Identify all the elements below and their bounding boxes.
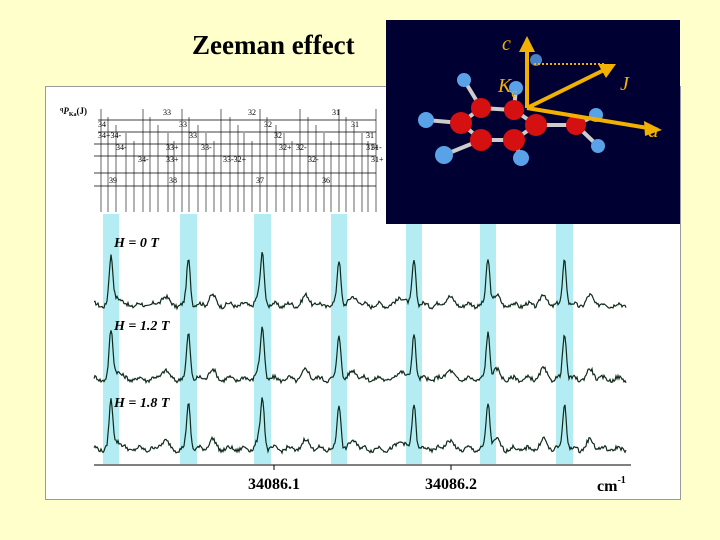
j-label: J xyxy=(620,73,630,95)
assignment-label: 36 xyxy=(322,176,330,185)
highlight-band xyxy=(556,214,573,464)
assignment-label: 33+ xyxy=(166,143,179,152)
field-label: H = 1.8 T xyxy=(113,396,171,411)
kc-label: Kc xyxy=(497,75,517,100)
axis-vectors xyxy=(519,36,662,136)
assignment-label: 31 xyxy=(366,131,374,140)
field-labels: H = 0 T H = 1.2 T H = 1.8 T xyxy=(113,236,171,411)
assignment-label: 32 xyxy=(248,108,256,117)
assignment-label: 33-32+ xyxy=(223,155,247,164)
assignment-label: 32- xyxy=(308,155,319,164)
field-label: H = 1.2 T xyxy=(113,319,171,334)
highlight-band xyxy=(180,214,197,464)
spectrum-trace xyxy=(93,252,627,311)
slide-title: Zeeman effect xyxy=(192,30,355,60)
assignment-label: 39 xyxy=(109,176,117,185)
molecule-diagram: c Kc J xyxy=(418,33,662,166)
a-axis-label: a xyxy=(648,118,659,142)
assignment-label: 33 xyxy=(179,120,187,129)
assignment-label: 31+ xyxy=(371,155,384,164)
assignment-label: 33+ xyxy=(166,155,179,164)
c-axis-label: c xyxy=(502,33,511,55)
assignment-label: 31+ xyxy=(366,143,379,152)
highlight-bands xyxy=(103,214,573,464)
assignment-label: 34- xyxy=(116,143,127,152)
j-vector-arrow xyxy=(526,68,605,110)
assignment-label: 32 xyxy=(264,120,272,129)
assignment-label: 34+34- xyxy=(98,131,122,140)
assignment-label: 32+ xyxy=(279,143,292,152)
spectrum-plot: qPKa(J) 33 32 31 34 33 32 31 34+34- 33 32 31 34- 33+… xyxy=(60,106,631,495)
spectrum-trace xyxy=(93,326,627,385)
assignment-header: qPKa(J) xyxy=(60,106,87,118)
x-unit-label: cm-1 xyxy=(597,475,626,495)
field-label: H = 0 T xyxy=(113,236,160,251)
molecule-inset: c Kc J xyxy=(386,20,680,224)
assignment-label: 31 xyxy=(351,120,359,129)
x-tick-label-2: 34086.2 xyxy=(425,476,477,493)
spectrum-trace xyxy=(93,397,627,455)
assignment-label: 38 xyxy=(169,176,177,185)
x-tick-label-1: 34086.1 xyxy=(248,476,300,493)
assignment-label: 31 xyxy=(332,108,340,117)
spectrum-traces xyxy=(93,252,627,455)
a-axis-arrow xyxy=(526,106,649,130)
assignment-label: 31- xyxy=(371,143,382,152)
assignment-label: 33 xyxy=(189,131,197,140)
assignment-label: 34- xyxy=(138,155,149,164)
highlight-band xyxy=(406,214,422,464)
assignment-label: 34 xyxy=(98,120,106,129)
highlight-band xyxy=(480,214,496,464)
assignment-label: 32 xyxy=(274,131,282,140)
assignment-label: 32- xyxy=(296,143,307,152)
carbon-atoms xyxy=(450,98,586,151)
assignment-label: 33 xyxy=(163,108,171,117)
highlight-band xyxy=(103,214,119,464)
assignment-label: 33- xyxy=(201,143,212,152)
highlight-band xyxy=(254,214,271,464)
